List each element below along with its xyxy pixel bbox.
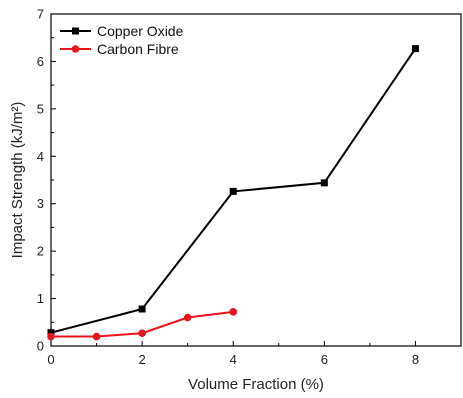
data-point <box>138 305 146 313</box>
y-tick-label: 1 <box>37 291 44 306</box>
data-point <box>183 313 192 322</box>
x-axis: 0 2 4 6 8 <box>47 341 419 367</box>
y-tick-label: 3 <box>37 196 44 211</box>
y-tick-label: 2 <box>37 244 44 259</box>
y-tick-label: 5 <box>37 101 44 116</box>
legend-marker <box>72 27 79 35</box>
x-tick-label: 6 <box>321 352 328 367</box>
y-tick-label: 0 <box>37 339 44 354</box>
series-layer <box>47 45 419 341</box>
x-tick-label: 4 <box>230 352 237 367</box>
x-tick-label: 8 <box>412 352 419 367</box>
y-axis: 0 1 2 3 4 5 6 7 <box>37 7 56 354</box>
data-point <box>229 187 237 195</box>
x-tick-label: 2 <box>138 352 145 367</box>
y-tick-label: 6 <box>37 54 44 69</box>
data-point <box>47 332 55 341</box>
x-tick-label: 0 <box>47 352 54 367</box>
legend-label: Carbon Fibre <box>97 41 179 57</box>
data-point <box>92 332 101 341</box>
y-tick-label: 7 <box>37 7 44 22</box>
legend-marker <box>71 45 80 53</box>
legend-label: Copper Oxide <box>97 23 184 39</box>
legend: Copper Oxide Carbon Fibre <box>60 23 184 57</box>
y-tick-label: 4 <box>37 149 44 164</box>
plot-area <box>50 13 462 347</box>
data-point <box>138 329 146 337</box>
data-point <box>229 308 238 316</box>
data-point <box>320 179 328 187</box>
plot-frame <box>50 13 462 347</box>
data-point <box>411 45 419 53</box>
x-axis-title: Volume Fraction (%) <box>188 376 324 393</box>
y-axis-title: Impact Strength (kJ/m²) <box>9 102 26 259</box>
